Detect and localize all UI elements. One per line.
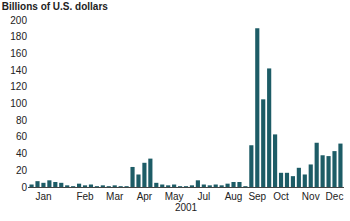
svg-text:Aug: Aug	[225, 191, 243, 202]
svg-text:Apr: Apr	[137, 191, 153, 202]
svg-text:60: 60	[16, 131, 28, 142]
svg-text:100: 100	[10, 98, 27, 109]
svg-text:Billions of U.S. dollars: Billions of U.S. dollars	[2, 1, 109, 12]
svg-text:120: 120	[10, 81, 27, 92]
svg-text:Oct: Oct	[273, 191, 289, 202]
svg-text:Feb: Feb	[76, 191, 94, 202]
svg-text:200: 200	[10, 15, 27, 26]
svg-text:May: May	[165, 191, 184, 202]
svg-text:40: 40	[16, 148, 28, 159]
svg-text:Dec: Dec	[326, 191, 344, 202]
svg-text:160: 160	[10, 48, 27, 59]
svg-text:Jan: Jan	[35, 191, 51, 202]
svg-text:2001: 2001	[175, 202, 198, 213]
svg-text:20: 20	[16, 165, 28, 176]
svg-text:Jul: Jul	[197, 191, 210, 202]
svg-text:Sep: Sep	[248, 191, 266, 202]
svg-text:0: 0	[21, 182, 27, 193]
svg-text:140: 140	[10, 65, 27, 76]
svg-text:Nov: Nov	[302, 191, 320, 202]
svg-text:180: 180	[10, 31, 27, 42]
svg-text:80: 80	[16, 115, 28, 126]
svg-text:Mar: Mar	[106, 191, 124, 202]
